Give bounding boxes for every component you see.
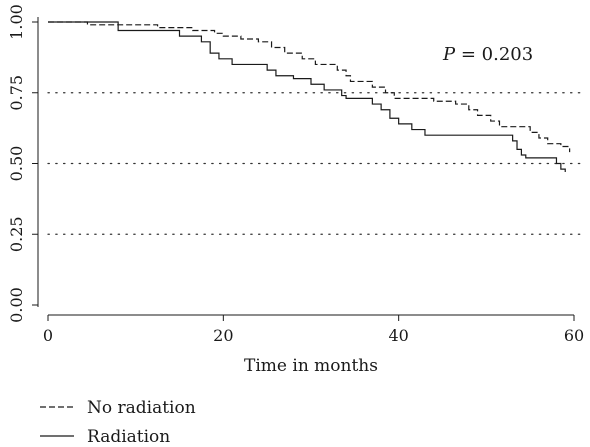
- p-value-annotation: P = 0.203: [442, 44, 533, 65]
- y-tick-label: 0.75: [7, 75, 26, 111]
- legend-label: Radiation: [87, 427, 170, 447]
- series-group: [48, 21, 571, 172]
- y-tick-label: 0.25: [7, 216, 26, 252]
- x-tick-label: 60: [564, 326, 584, 345]
- x-tick-label: 0: [43, 326, 53, 345]
- x-axis-title: Time in months: [244, 356, 378, 376]
- x-tick-label: 40: [388, 326, 408, 345]
- x-axis: 0 20 40 60: [43, 314, 584, 345]
- series-line-radiation: [48, 21, 566, 172]
- y-axis: 0.00 0.25 0.50 0.75 1.00: [7, 4, 39, 323]
- series-line-no-radiation: [48, 21, 571, 153]
- y-tick-label: 1.00: [7, 4, 26, 40]
- p-value-text: = 0.203: [455, 44, 533, 65]
- p-value-symbol: P: [442, 44, 456, 65]
- x-tick-label: 20: [213, 326, 233, 345]
- grid-lines: [47, 92, 585, 235]
- legend: No radiation Radiation: [40, 398, 196, 447]
- y-tick-label: 0.00: [7, 287, 26, 323]
- legend-label: No radiation: [87, 398, 196, 418]
- y-tick-label: 0.50: [7, 146, 26, 182]
